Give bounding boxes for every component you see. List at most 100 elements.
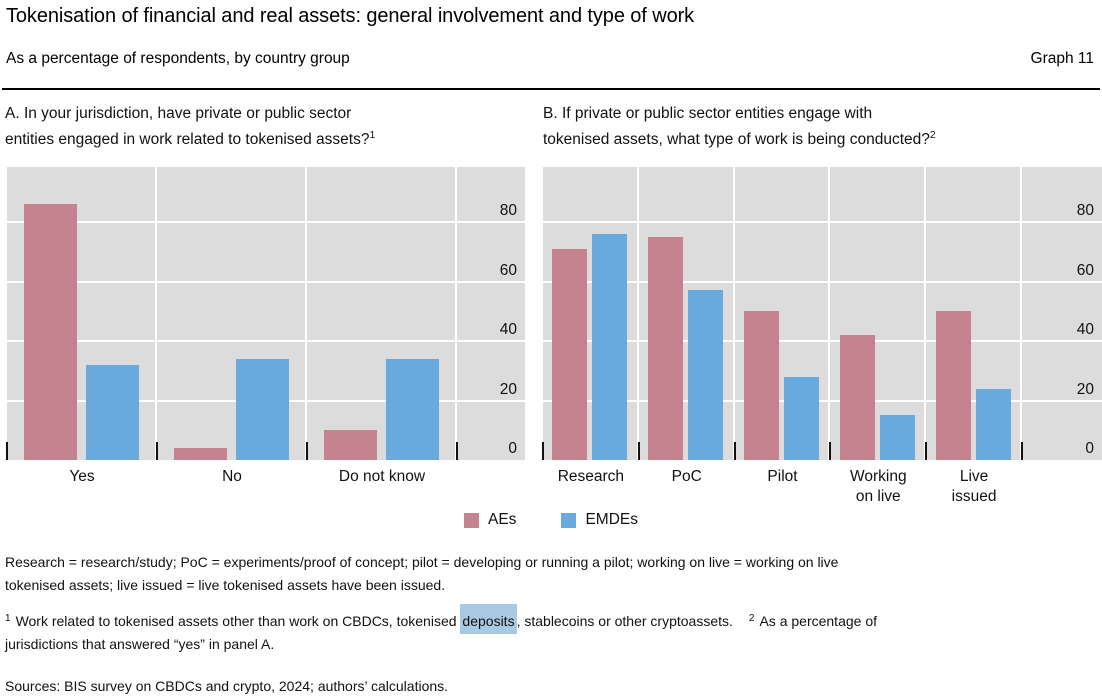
gridline-40 [543,340,1102,343]
x-axis-tick [456,442,458,460]
panel-b-plot-area: 0 20 40 60 80 [542,167,1102,460]
gridline-80 [7,221,525,224]
bar-emdes-pilot [783,376,819,460]
bar-emdes-no [235,358,289,460]
footnote-1-highlighted-word: deposits [460,604,517,634]
category-column [543,167,639,460]
category-label: PoC [671,468,702,485]
panel-b-bars [543,167,1022,460]
footnote-2-text: As a percentage of jurisdictions that an… [5,613,877,652]
bar-aes-research [552,248,588,460]
x-axis-tick [733,442,736,460]
panel-a-category-labels: Yes No Do not know [7,467,457,487]
gridline-40 [7,340,525,343]
panel-b-axis-ticks [542,442,1023,460]
definitions-text: Research = research/study; PoC = experim… [5,554,839,593]
legend: AEs EMDEs [0,511,1102,529]
category-label: Working on live [850,468,907,506]
gridline-60 [7,280,525,283]
legend-label-aes: AEs [488,511,517,528]
gridline-20 [543,399,1102,402]
graph-number-label: Graph 11 [1030,50,1094,67]
category-label: Yes [69,468,95,485]
bar-emdes-working-on-live [879,415,915,460]
bar-emdes-research [592,233,628,460]
x-axis-tick [637,442,640,460]
panel-a-title: A. In your jurisdiction, have private or… [5,102,530,153]
footnote-2-marker: 2 [748,613,755,624]
x-axis-tick [305,442,308,460]
sources-text: Sources: BIS survey on CBDCs and crypto,… [5,678,449,694]
category-label: No [222,468,242,485]
page-subtitle: As a percentage of respondents, by count… [6,50,350,67]
panel-a-bars [7,167,457,460]
category-label: Live issued [951,468,997,506]
category-column [830,167,927,460]
bar-emdes-poc [688,290,724,460]
category-label: Research [557,468,625,485]
footnotes-paragraph: 1 Work related to tokenised assets other … [5,604,1098,655]
gridline-60 [543,280,1102,283]
legend-label-emdes: EMDEs [585,511,638,528]
y-axis-label-60: 60 [1076,261,1094,279]
panel-a-title-superscript: 1 [369,128,376,141]
category-label: Pilot [767,468,798,485]
category-column [735,167,831,460]
y-axis-label-20: 20 [499,380,517,398]
subtitle-row: As a percentage of respondents, by count… [6,50,1094,68]
bar-aes-live-issued [935,311,971,460]
category-column [307,167,457,460]
panel-a-axis-ticks [6,442,458,460]
bar-aes-poc [648,236,684,460]
panel-b-category-labels: Research PoC Pilot Working on live Live issu… [543,467,1022,508]
category-column [7,167,157,460]
y-axis-label-80: 80 [1076,202,1094,220]
bar-aes-no [173,448,227,460]
legend-item-emdes: EMDEs [561,511,638,529]
y-axis-label-0: 0 [508,440,517,457]
header-rule [2,88,1100,90]
x-axis-tick [542,442,544,460]
panel-a-chart: 0 20 40 60 80 Yes No Do not know [6,167,525,487]
bar-aes-yes [23,204,77,460]
footnote-1-text-pre: Work related to tokenised assets other t… [15,613,461,629]
y-axis-label-80: 80 [499,202,517,220]
footnote-1-marker: 1 [5,613,11,624]
x-axis-tick [829,442,832,460]
panel-b-chart: 0 20 40 60 80 Research PoC Pilot Working on liv… [542,167,1102,508]
bar-emdes-do-not-know [385,358,439,460]
y-axis-label-40: 40 [1076,321,1094,339]
bar-emdes-live-issued [975,388,1011,460]
footnote-1-text-post: , stablecoins or other cryptoassets. [516,613,733,629]
category-column [157,167,307,460]
bar-emdes-yes [85,364,139,460]
panel-a-plot-area: 0 20 40 60 80 [6,167,525,460]
panel-b-title-superscript: 2 [929,128,936,141]
category-column [926,167,1022,460]
panel-b-y-axis-labels: 0 20 40 60 80 [1022,167,1102,460]
panel-b-title: B. If private or public sector entities … [543,102,1101,153]
bar-aes-do-not-know [323,430,377,460]
panel-a-title-text: A. In your jurisdiction, have private or… [5,105,370,148]
page-title: Tokenisation of financial and real asset… [6,5,695,27]
legend-swatch-emdes [561,512,577,528]
bar-aes-pilot [743,311,779,460]
y-axis-label-40: 40 [499,321,517,339]
x-axis-tick [155,442,158,460]
panel-b-title-text: B. If private or public sector entities … [543,105,930,148]
y-axis-label-60: 60 [499,261,517,279]
y-axis-label-0: 0 [1085,440,1094,457]
legend-item-aes: AEs [464,511,516,529]
x-axis-tick [925,442,928,460]
y-axis-label-20: 20 [1076,380,1094,398]
x-axis-tick [6,442,8,460]
bar-aes-working-on-live [839,335,875,460]
category-label: Do not know [338,468,426,485]
panel-b-gridlines [543,167,1102,460]
gridline-80 [543,221,1102,224]
category-column [639,167,735,460]
panel-a-y-axis-labels: 0 20 40 60 80 [457,167,525,460]
legend-swatch-aes [464,512,479,528]
x-axis-tick [1021,442,1023,460]
